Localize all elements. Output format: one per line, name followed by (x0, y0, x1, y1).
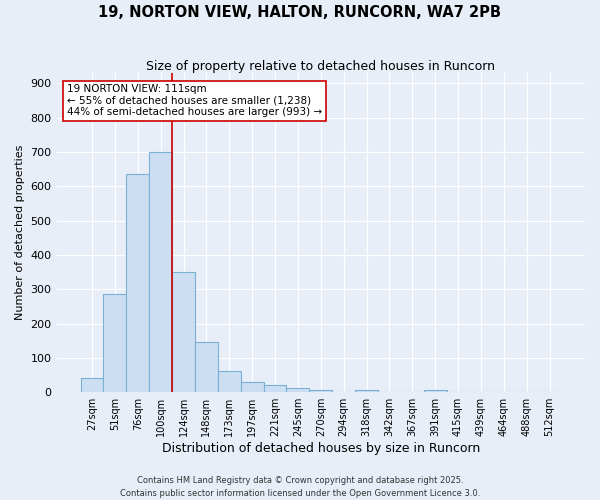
Title: Size of property relative to detached houses in Runcorn: Size of property relative to detached ho… (146, 60, 495, 73)
Bar (218, 370, 241, 392)
Bar (424, 390, 446, 392)
Text: 19 NORTON VIEW: 111sqm
← 55% of detached houses are smaller (1,238)
44% of semi-: 19 NORTON VIEW: 111sqm ← 55% of detached… (67, 84, 322, 117)
Bar (80, 378, 103, 392)
Bar (241, 382, 263, 392)
Bar (310, 390, 332, 392)
Bar (103, 294, 127, 392)
Bar (127, 174, 149, 392)
Bar (172, 272, 195, 392)
Bar (149, 152, 172, 392)
Bar (263, 386, 286, 392)
Text: 19, NORTON VIEW, HALTON, RUNCORN, WA7 2PB: 19, NORTON VIEW, HALTON, RUNCORN, WA7 2P… (98, 5, 502, 20)
Text: Contains HM Land Registry data © Crown copyright and database right 2025.
Contai: Contains HM Land Registry data © Crown c… (120, 476, 480, 498)
Bar (355, 390, 378, 392)
Y-axis label: Number of detached properties: Number of detached properties (15, 145, 25, 320)
Bar (286, 388, 310, 392)
Bar (195, 342, 218, 392)
X-axis label: Distribution of detached houses by size in Runcorn: Distribution of detached houses by size … (161, 442, 480, 455)
